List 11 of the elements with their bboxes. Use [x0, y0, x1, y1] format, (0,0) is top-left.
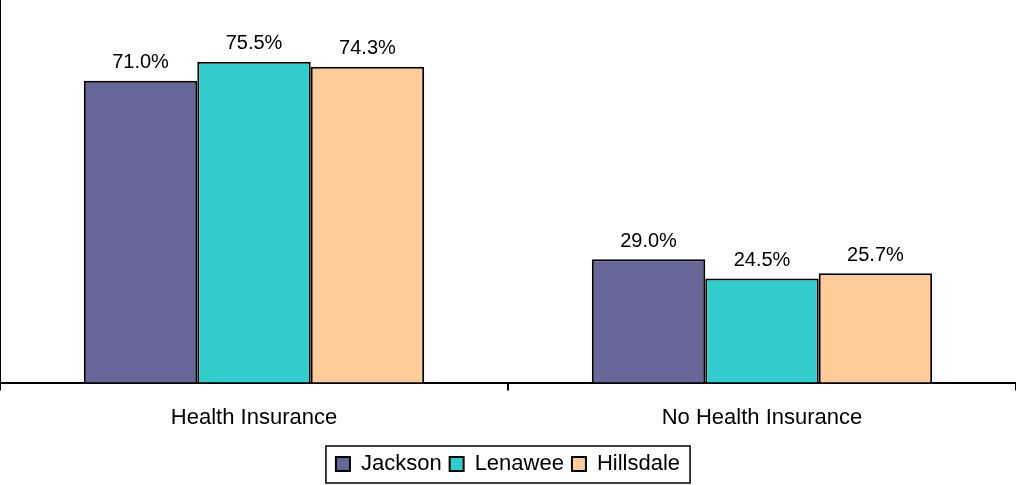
legend-label: Jackson: [360, 450, 442, 476]
legend-label: Hillsdale: [596, 450, 681, 476]
data-label: 74.3%: [339, 36, 397, 59]
x-tick-label: No Health Insurance: [661, 403, 863, 429]
data-label: 71.0%: [112, 50, 170, 73]
data-label: 25.7%: [847, 242, 905, 265]
data-label: 24.5%: [733, 247, 791, 270]
data-label: 29.0%: [620, 228, 678, 251]
data-label: 75.5%: [225, 31, 283, 54]
x-tick-label: Health Insurance: [170, 403, 338, 429]
legend-label: Lenawee: [474, 450, 564, 476]
